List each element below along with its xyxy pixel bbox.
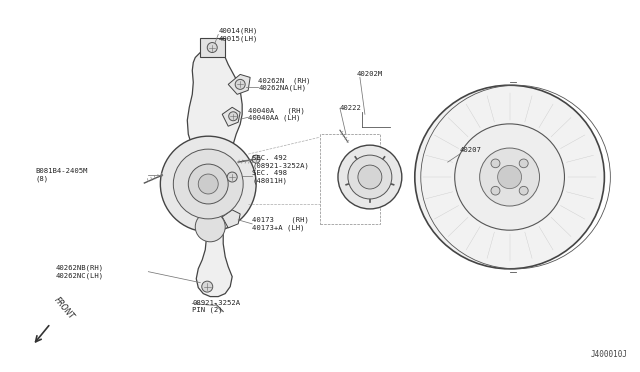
Text: SEC. 498
(48011H): SEC. 498 (48011H): [252, 170, 287, 184]
Polygon shape: [228, 74, 250, 94]
Circle shape: [188, 164, 228, 204]
Circle shape: [348, 155, 392, 199]
Text: 08921-3252A
PIN (2): 08921-3252A PIN (2): [192, 300, 241, 313]
Text: 40222: 40222: [340, 105, 362, 111]
Text: 40262N  (RH)
40262NA(LH): 40262N (RH) 40262NA(LH): [258, 77, 310, 92]
Text: 40207: 40207: [460, 147, 481, 153]
Circle shape: [195, 212, 225, 242]
Text: 40040A   (RH)
40040AA (LH): 40040A (RH) 40040AA (LH): [248, 107, 305, 121]
Polygon shape: [200, 38, 225, 58]
Circle shape: [358, 165, 382, 189]
Text: 40014(RH)
40015(LH): 40014(RH) 40015(LH): [218, 28, 257, 42]
Text: 40202M: 40202M: [357, 71, 383, 77]
Polygon shape: [222, 107, 240, 126]
Ellipse shape: [454, 124, 564, 230]
Circle shape: [202, 281, 212, 292]
Ellipse shape: [491, 159, 500, 168]
Ellipse shape: [519, 186, 528, 195]
Circle shape: [173, 149, 243, 219]
Ellipse shape: [479, 148, 540, 206]
Circle shape: [228, 112, 237, 121]
Ellipse shape: [498, 166, 522, 189]
Bar: [320, 134, 380, 224]
Ellipse shape: [491, 186, 500, 195]
Circle shape: [207, 42, 217, 52]
Circle shape: [252, 155, 260, 163]
Circle shape: [338, 145, 402, 209]
Circle shape: [235, 79, 245, 89]
Ellipse shape: [519, 159, 528, 168]
Circle shape: [198, 174, 218, 194]
Text: J400010J: J400010J: [590, 350, 627, 359]
Text: SEC. 492
(08921-3252A): SEC. 492 (08921-3252A): [252, 155, 309, 169]
Text: 40262NB(RH)
40262NC(LH): 40262NB(RH) 40262NC(LH): [56, 265, 104, 279]
Circle shape: [161, 136, 256, 232]
Polygon shape: [186, 49, 246, 296]
Circle shape: [227, 172, 237, 182]
Text: FRONT: FRONT: [52, 296, 76, 321]
Text: B081B4-2405M
(8): B081B4-2405M (8): [36, 168, 88, 182]
Ellipse shape: [415, 85, 604, 269]
Text: 40173    (RH)
40173+A (LH): 40173 (RH) 40173+A (LH): [252, 217, 309, 231]
Polygon shape: [222, 210, 240, 228]
